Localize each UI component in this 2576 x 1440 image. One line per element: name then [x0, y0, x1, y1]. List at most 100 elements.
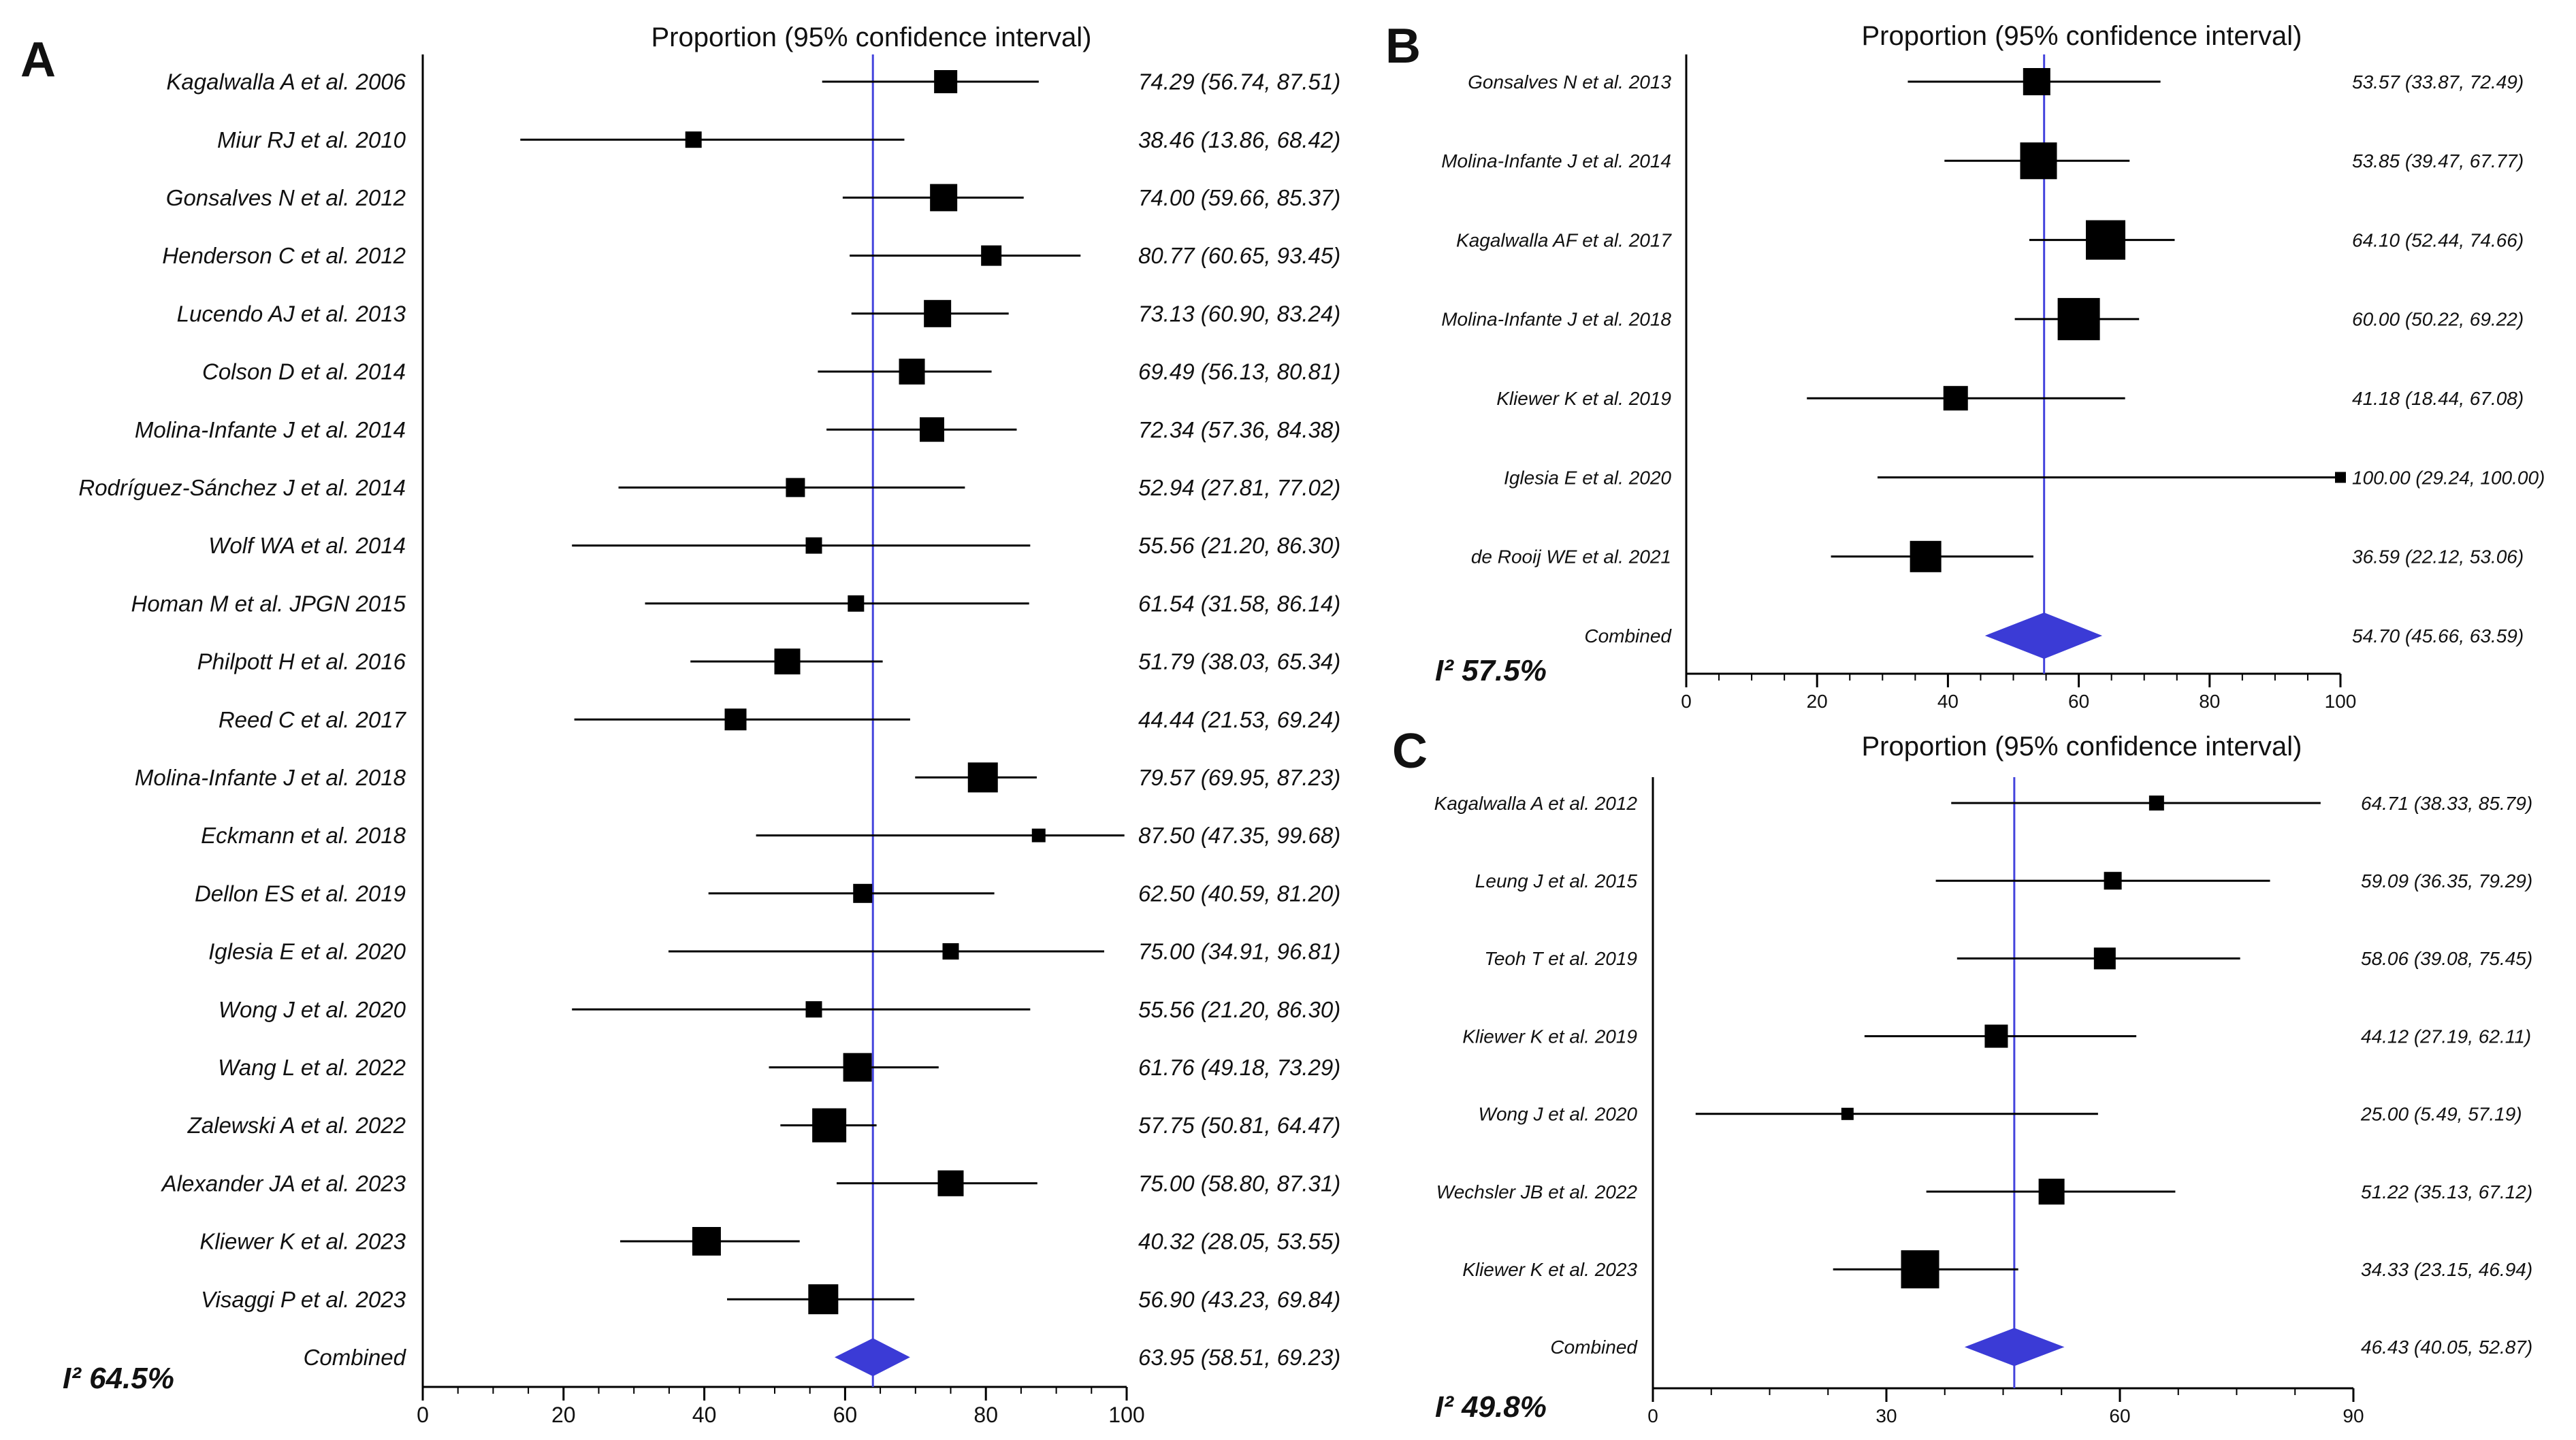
- combined-row: Combined 54.70 (45.66, 63.59): [1584, 612, 2524, 659]
- x-tick-label: 20: [551, 1403, 576, 1427]
- point-estimate-square: [937, 1170, 964, 1196]
- point-estimate-square: [774, 649, 801, 674]
- study-label: Wong J et al. 2020: [1479, 1104, 1638, 1125]
- study-row: Wolf WA et al. 2014 55.56 (21.20, 86.30): [208, 533, 1340, 558]
- x-tick-label: 60: [833, 1403, 858, 1427]
- point-estimate-square: [805, 1001, 822, 1018]
- ci-value-text: 40.32 (28.05, 53.55): [1138, 1229, 1340, 1254]
- ci-value-text: 60.00 (50.22, 69.22): [2352, 309, 2524, 330]
- point-estimate-square: [2057, 297, 2100, 340]
- study-label: Molina-Infante J et al. 2018: [1441, 309, 1671, 330]
- study-row: Henderson C et al. 2012 80.77 (60.65, 93.…: [162, 243, 1340, 268]
- ci-value-text: 87.50 (47.35, 99.68): [1138, 823, 1340, 848]
- point-estimate-square: [934, 70, 958, 93]
- x-tick-label: 100: [2325, 691, 2357, 712]
- study-row: Kliewer K et al. 2019 41.18 (18.44, 67.08…: [1496, 386, 2524, 411]
- study-label: Wong J et al. 2020: [219, 997, 406, 1022]
- study-label: Miur RJ et al. 2010: [217, 127, 406, 152]
- point-estimate-square: [919, 417, 944, 442]
- heterogeneity-stat: I² 64.5%: [63, 1362, 174, 1395]
- forest-panel-c: C Proportion (95% confidence interval) 0 30…: [1392, 724, 2532, 1426]
- study-row: Philpott H et al. 2016 51.79 (38.03, 65.3…: [197, 649, 1340, 674]
- ci-value-text: 36.59 (22.12, 53.06): [2352, 546, 2524, 568]
- heterogeneity-stat: I² 49.8%: [1435, 1390, 1547, 1424]
- study-row: Molina-Infante J et al. 2018 79.57 (69.95…: [135, 762, 1340, 793]
- ci-value-text: 52.94 (27.81, 77.02): [1138, 475, 1340, 500]
- ci-value-text: 51.22 (35.13, 67.12): [2361, 1181, 2532, 1202]
- study-row: Wong J et al. 2020 25.00 (5.49, 57.19): [1479, 1104, 2522, 1125]
- point-estimate-square: [805, 537, 822, 554]
- study-label: Teoh T et al. 2019: [1484, 948, 1637, 969]
- study-row: Molina-Infante J et al. 2014 72.34 (57.36…: [135, 417, 1340, 442]
- study-row: Miur RJ et al. 2010 38.46 (13.86, 68.42): [217, 127, 1340, 152]
- study-label: Reed C et al. 2017: [219, 707, 407, 732]
- point-estimate-square: [724, 708, 747, 731]
- study-row: Colson D et al. 2014 69.49 (56.13, 80.81): [202, 359, 1340, 384]
- ci-value-text: 64.10 (52.44, 74.66): [2352, 229, 2524, 250]
- combined-ci-value-text: 54.70 (45.66, 63.59): [2352, 625, 2524, 647]
- ci-value-text: 79.57 (69.95, 87.23): [1138, 765, 1340, 790]
- study-label: Gonsalves N et al. 2013: [1468, 71, 1671, 93]
- pooled-diamond: [1984, 612, 2103, 659]
- study-label: Lucendo AJ et al. 2013: [177, 301, 406, 326]
- point-estimate-square: [1031, 828, 1046, 842]
- point-estimate-square: [2086, 220, 2126, 260]
- combined-label: Combined: [1584, 625, 1672, 647]
- combined-row: Combined 63.95 (58.51, 69.23): [304, 1338, 1340, 1377]
- point-estimate-square: [924, 299, 952, 327]
- combined-ci-value-text: 46.43 (40.05, 52.87): [2361, 1337, 2532, 1358]
- study-row: Kliewer K et al. 2019 44.12 (27.19, 62.11…: [1462, 1024, 2531, 1048]
- study-row: Molina-Infante J et al. 2018 60.00 (50.22…: [1441, 297, 2524, 340]
- study-row: Iglesia E et al. 2020 100.00 (29.24, 100.…: [1504, 467, 2545, 488]
- panel-heading: Proportion (95% confidence interval): [1861, 732, 2302, 762]
- study-row: Leung J et al. 2015 59.09 (36.35, 79.29): [1475, 870, 2532, 891]
- point-estimate-square: [853, 883, 873, 903]
- study-label: Alexander JA et al. 2023: [161, 1171, 406, 1196]
- study-label: Wang L et al. 2022: [218, 1055, 406, 1080]
- study-label: Kagalwalla AF et al. 2017: [1456, 229, 1672, 250]
- x-tick-label: 40: [1937, 691, 1959, 712]
- study-label: Wolf WA et al. 2014: [208, 533, 406, 558]
- study-row: Wong J et al. 2020 55.56 (21.20, 86.30): [219, 997, 1340, 1022]
- point-estimate-square: [786, 478, 805, 497]
- ci-value-text: 75.00 (34.91, 96.81): [1138, 939, 1340, 964]
- point-estimate-square: [848, 595, 865, 612]
- x-tick-label: 80: [2199, 691, 2220, 712]
- point-estimate-square: [2023, 68, 2050, 95]
- point-estimate-square: [2038, 1179, 2065, 1205]
- combined-label: Combined: [1550, 1337, 1638, 1358]
- study-row: Kliewer K et al. 2023 40.32 (28.05, 53.55…: [199, 1227, 1340, 1256]
- point-estimate-square: [1901, 1250, 1939, 1289]
- ci-value-text: 74.00 (59.66, 85.37): [1138, 185, 1340, 210]
- x-tick-label: 30: [1875, 1405, 1897, 1426]
- forest-panel-b: B Proportion (95% confidence interval) 0 20…: [1385, 19, 2545, 712]
- x-tick-label: 60: [2109, 1405, 2130, 1426]
- pooled-diamond: [1964, 1328, 2065, 1367]
- study-row: Lucendo AJ et al. 2013 73.13 (60.90, 83.2…: [177, 299, 1340, 327]
- study-row: Wechsler JB et al. 2022 51.22 (35.13, 67.…: [1436, 1179, 2532, 1205]
- point-estimate-square: [2148, 796, 2164, 811]
- point-estimate-square: [930, 184, 958, 212]
- point-estimate-square: [1841, 1107, 1854, 1120]
- x-tick-label: 0: [417, 1403, 429, 1427]
- study-label: Kagalwalla A et al. 2006: [166, 69, 406, 95]
- study-label: Iglesia E et al. 2020: [208, 939, 406, 964]
- x-tick-label: 0: [1681, 691, 1692, 712]
- study-row: Homan M et al. JPGN 2015 61.54 (31.58, 86…: [131, 591, 1340, 616]
- point-estimate-square: [899, 359, 925, 384]
- combined-label: Combined: [304, 1345, 407, 1370]
- study-row: Dellon ES et al. 2019 62.50 (40.59, 81.20…: [195, 881, 1340, 906]
- study-row: Kliewer K et al. 2023 34.33 (23.15, 46.94…: [1462, 1250, 2532, 1289]
- ci-value-text: 61.54 (31.58, 86.14): [1138, 591, 1340, 616]
- study-row: Kagalwalla A et al. 2012 64.71 (38.33, 85…: [1434, 793, 2533, 814]
- point-estimate-square: [812, 1108, 847, 1143]
- study-row: Molina-Infante J et al. 2014 53.85 (39.47…: [1441, 142, 2524, 180]
- ci-value-text: 75.00 (58.80, 87.31): [1138, 1171, 1340, 1196]
- point-estimate-square: [685, 131, 702, 148]
- study-label: Leung J et al. 2015: [1475, 870, 1638, 891]
- point-estimate-square: [843, 1053, 872, 1082]
- point-estimate-square: [981, 245, 1002, 266]
- study-label: Molina-Infante J et al. 2014: [1441, 150, 1671, 171]
- study-label: Philpott H et al. 2016: [197, 649, 406, 674]
